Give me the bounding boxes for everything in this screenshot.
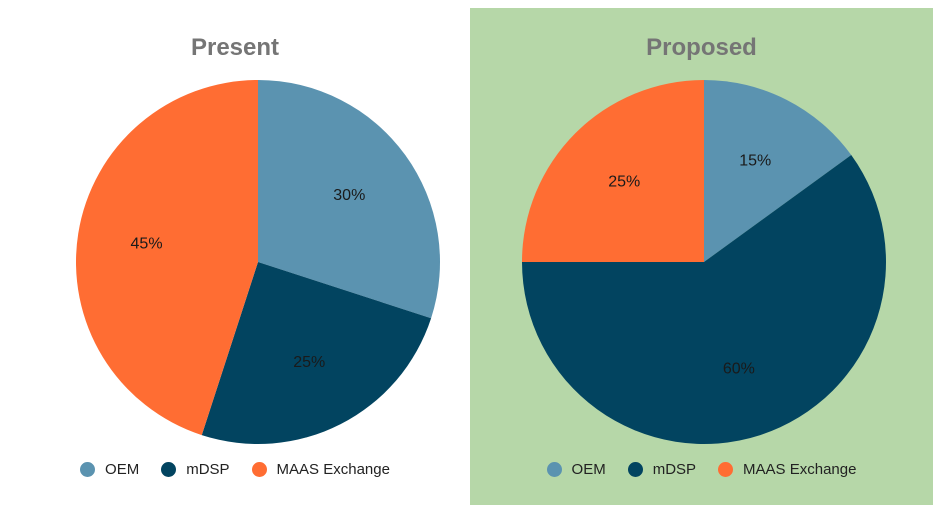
legend-item-maas-exchange: MAAS Exchange	[251, 461, 390, 478]
chart-title: Proposed	[646, 34, 757, 61]
proposed-chart-panel: Proposed 15% 60% 25% OEM mDSP MAAS Exchang…	[470, 8, 933, 505]
legend-swatch	[718, 462, 734, 477]
data-label: 60%	[723, 361, 755, 378]
legend-label: MAAS Exchange	[276, 461, 390, 478]
pie-slice-maas-exchange	[76, 80, 258, 436]
pie-slice-mdsp	[201, 262, 432, 444]
pie-chart-present: 30% 25% 45%	[76, 80, 440, 444]
present-chart-panel: Present 30% 25% 45% OEM mDSP MAAS Exchange	[0, 34, 470, 478]
data-label: 15%	[739, 153, 771, 170]
pie-slice-oem	[258, 80, 440, 319]
data-label: 30%	[333, 187, 365, 204]
legend-swatch	[546, 462, 562, 477]
chart-title: Present	[190, 34, 280, 61]
pie-slice-maas-exchange	[522, 80, 704, 262]
legend-label: OEM	[571, 461, 606, 478]
legend-swatch	[80, 462, 96, 477]
pie-slice-oem	[704, 80, 852, 262]
data-label: 25%	[293, 354, 325, 371]
pie-slice-mdsp	[522, 155, 886, 445]
pie-chart-proposed: 15% 60% 25%	[522, 80, 886, 445]
legend-swatch	[161, 462, 177, 477]
legend: OEM mDSP MAAS Exchange	[470, 461, 933, 478]
legend-item-maas-exchange: MAAS Exchange	[718, 461, 856, 478]
legend-label: MAAS Exchange	[743, 461, 857, 478]
legend-label: OEM	[105, 461, 140, 478]
legend-swatch	[627, 462, 643, 477]
legend-item-oem: OEM	[80, 461, 139, 478]
legend-item-mdsp: mDSP	[627, 461, 697, 478]
legend-item-mdsp: mDSP	[161, 461, 230, 478]
legend-item-oem: OEM	[546, 461, 606, 478]
legend-swatch	[251, 462, 267, 477]
legend: OEM mDSP MAAS Exchange	[0, 461, 470, 478]
data-label: 45%	[131, 236, 163, 253]
data-label: 25%	[608, 173, 640, 190]
legend-label: mDSP	[652, 461, 697, 478]
legend-label: mDSP	[186, 461, 230, 478]
